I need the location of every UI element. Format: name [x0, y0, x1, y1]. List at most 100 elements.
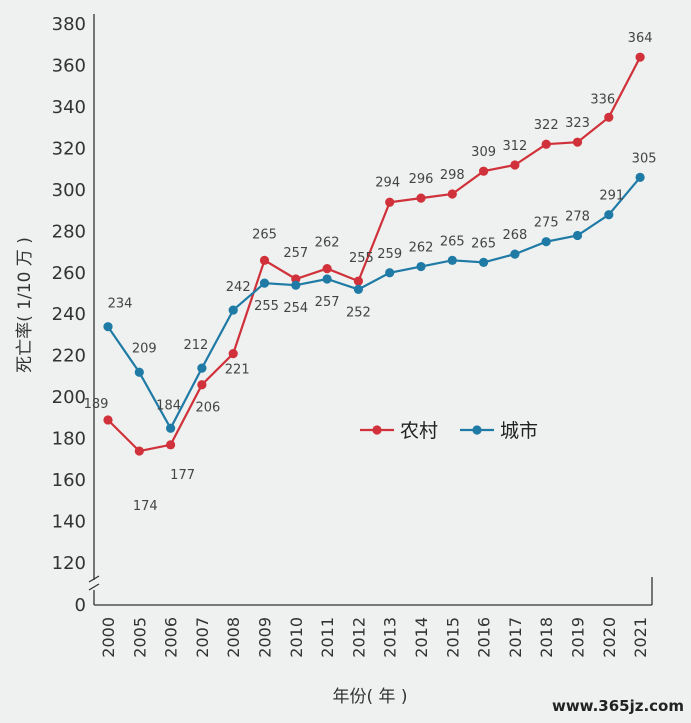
x-tick-label: 2017	[506, 617, 525, 658]
x-tick-label: 2005	[130, 617, 149, 658]
data-label-urban: 265	[471, 236, 496, 251]
y-axis-break	[88, 575, 100, 591]
y-tick-label: 200	[52, 387, 86, 408]
y-tick-label: 340	[52, 97, 86, 118]
x-tick-label: 2019	[569, 617, 588, 658]
legend: 农村 城市	[360, 420, 538, 442]
data-point-rural	[197, 380, 207, 390]
legend-swatch-marker	[472, 425, 482, 435]
x-tick-label: 2000	[99, 617, 118, 658]
y-tick-label: 380	[52, 14, 86, 35]
data-point-urban	[416, 261, 426, 272]
data-point-rural	[322, 264, 332, 274]
data-label-urban: 259	[377, 247, 402, 262]
data-point-rural	[510, 160, 520, 170]
data-label-rural: 294	[375, 175, 400, 190]
x-tick-labels: 2000 2005 2006 2007 2008 2009 2010 2011 2012 2013…	[99, 617, 650, 658]
data-point-urban	[353, 284, 363, 294]
data-point-urban	[447, 255, 457, 265]
data-point-rural	[259, 255, 270, 265]
data-label-urban: 305	[632, 151, 657, 166]
data-label-rural: 322	[534, 118, 559, 133]
data-label-urban: 254	[283, 301, 308, 316]
x-tick-label: 2009	[256, 617, 275, 658]
series-points	[103, 52, 645, 456]
data-label-rural: 336	[590, 92, 615, 107]
y-tick-label-zero: 0	[75, 595, 86, 616]
x-axis-title: 年份( 年 )	[332, 687, 407, 707]
x-tick-label: 2006	[162, 617, 181, 658]
data-label-urban: 212	[183, 338, 208, 353]
data-label-urban: 255	[254, 299, 279, 314]
series-line-rural	[107, 56, 642, 453]
data-label-urban: 209	[132, 341, 157, 356]
data-point-rural	[103, 415, 113, 425]
series-lines	[107, 56, 642, 453]
data-label-rural: 189	[84, 397, 109, 412]
data-point-rural	[541, 139, 551, 149]
data-label-rural: 312	[502, 139, 527, 154]
y-tick-label: 120	[52, 553, 86, 574]
data-label-rural: 262	[315, 236, 340, 251]
data-point-urban	[166, 423, 176, 433]
data-labels: 189 174 177 206 221 265 257 262 255 294 296 298 309 3…	[84, 31, 657, 514]
x-tick-label: 2021	[631, 617, 650, 658]
data-label-rural: 206	[195, 401, 220, 416]
x-tick-label: 2018	[537, 617, 556, 658]
data-point-urban	[635, 172, 645, 183]
data-label-urban: 268	[502, 228, 527, 243]
data-point-rural	[635, 52, 645, 62]
data-label-urban: 291	[599, 189, 624, 204]
data-point-rural	[166, 440, 176, 450]
data-label-rural: 174	[133, 499, 158, 514]
data-point-rural	[479, 166, 489, 176]
data-point-rural	[385, 197, 395, 207]
data-label-rural: 364	[628, 31, 653, 46]
legend-swatch-marker	[372, 425, 382, 435]
x-tick-label: 2012	[349, 617, 368, 658]
data-point-rural	[604, 112, 614, 122]
data-label-urban: 242	[226, 280, 251, 295]
data-point-urban	[103, 322, 113, 332]
data-point-urban	[541, 237, 551, 247]
watermark-text: www.365jz.com	[552, 697, 684, 715]
data-label-rural: 257	[283, 246, 308, 261]
data-label-urban: 234	[108, 297, 133, 312]
y-tick-label: 260	[52, 263, 86, 284]
x-tick-label: 2008	[224, 617, 243, 658]
data-label-urban: 252	[346, 305, 371, 320]
data-label-urban: 275	[534, 216, 559, 231]
data-point-rural	[228, 349, 238, 359]
data-point-urban	[385, 268, 395, 278]
data-label-rural: 221	[225, 363, 250, 378]
x-tick-label: 2011	[318, 617, 337, 658]
x-tick-label: 2016	[475, 617, 494, 658]
data-point-urban	[572, 230, 583, 241]
data-point-urban	[228, 305, 238, 315]
y-tick-label: 280	[52, 221, 86, 242]
legend-label: 农村	[400, 420, 438, 442]
series-line-urban	[107, 176, 641, 431]
y-tick-label: 300	[52, 180, 86, 201]
data-label-urban: 278	[565, 209, 590, 224]
data-point-rural	[134, 446, 144, 456]
data-label-rural: 265	[252, 227, 277, 242]
data-label-rural: 255	[349, 251, 374, 266]
x-tick-label: 2014	[412, 617, 431, 658]
data-point-urban	[322, 274, 332, 284]
y-tick-label: 140	[52, 512, 86, 533]
data-point-rural	[572, 137, 583, 147]
y-tick-label: 240	[52, 304, 86, 325]
data-point-rural	[447, 189, 457, 199]
legend-label: 城市	[500, 420, 538, 442]
axes	[88, 14, 653, 606]
data-point-urban	[291, 280, 301, 290]
data-point-urban	[197, 363, 207, 373]
data-label-urban: 184	[156, 398, 181, 413]
y-tick-labels: 120 140 160 180 200 220 240 260 280 300 320 340 360 3…	[52, 14, 86, 616]
x-tick-label: 2010	[287, 617, 306, 658]
data-label-rural: 323	[565, 116, 590, 131]
data-label-urban: 262	[409, 241, 434, 256]
